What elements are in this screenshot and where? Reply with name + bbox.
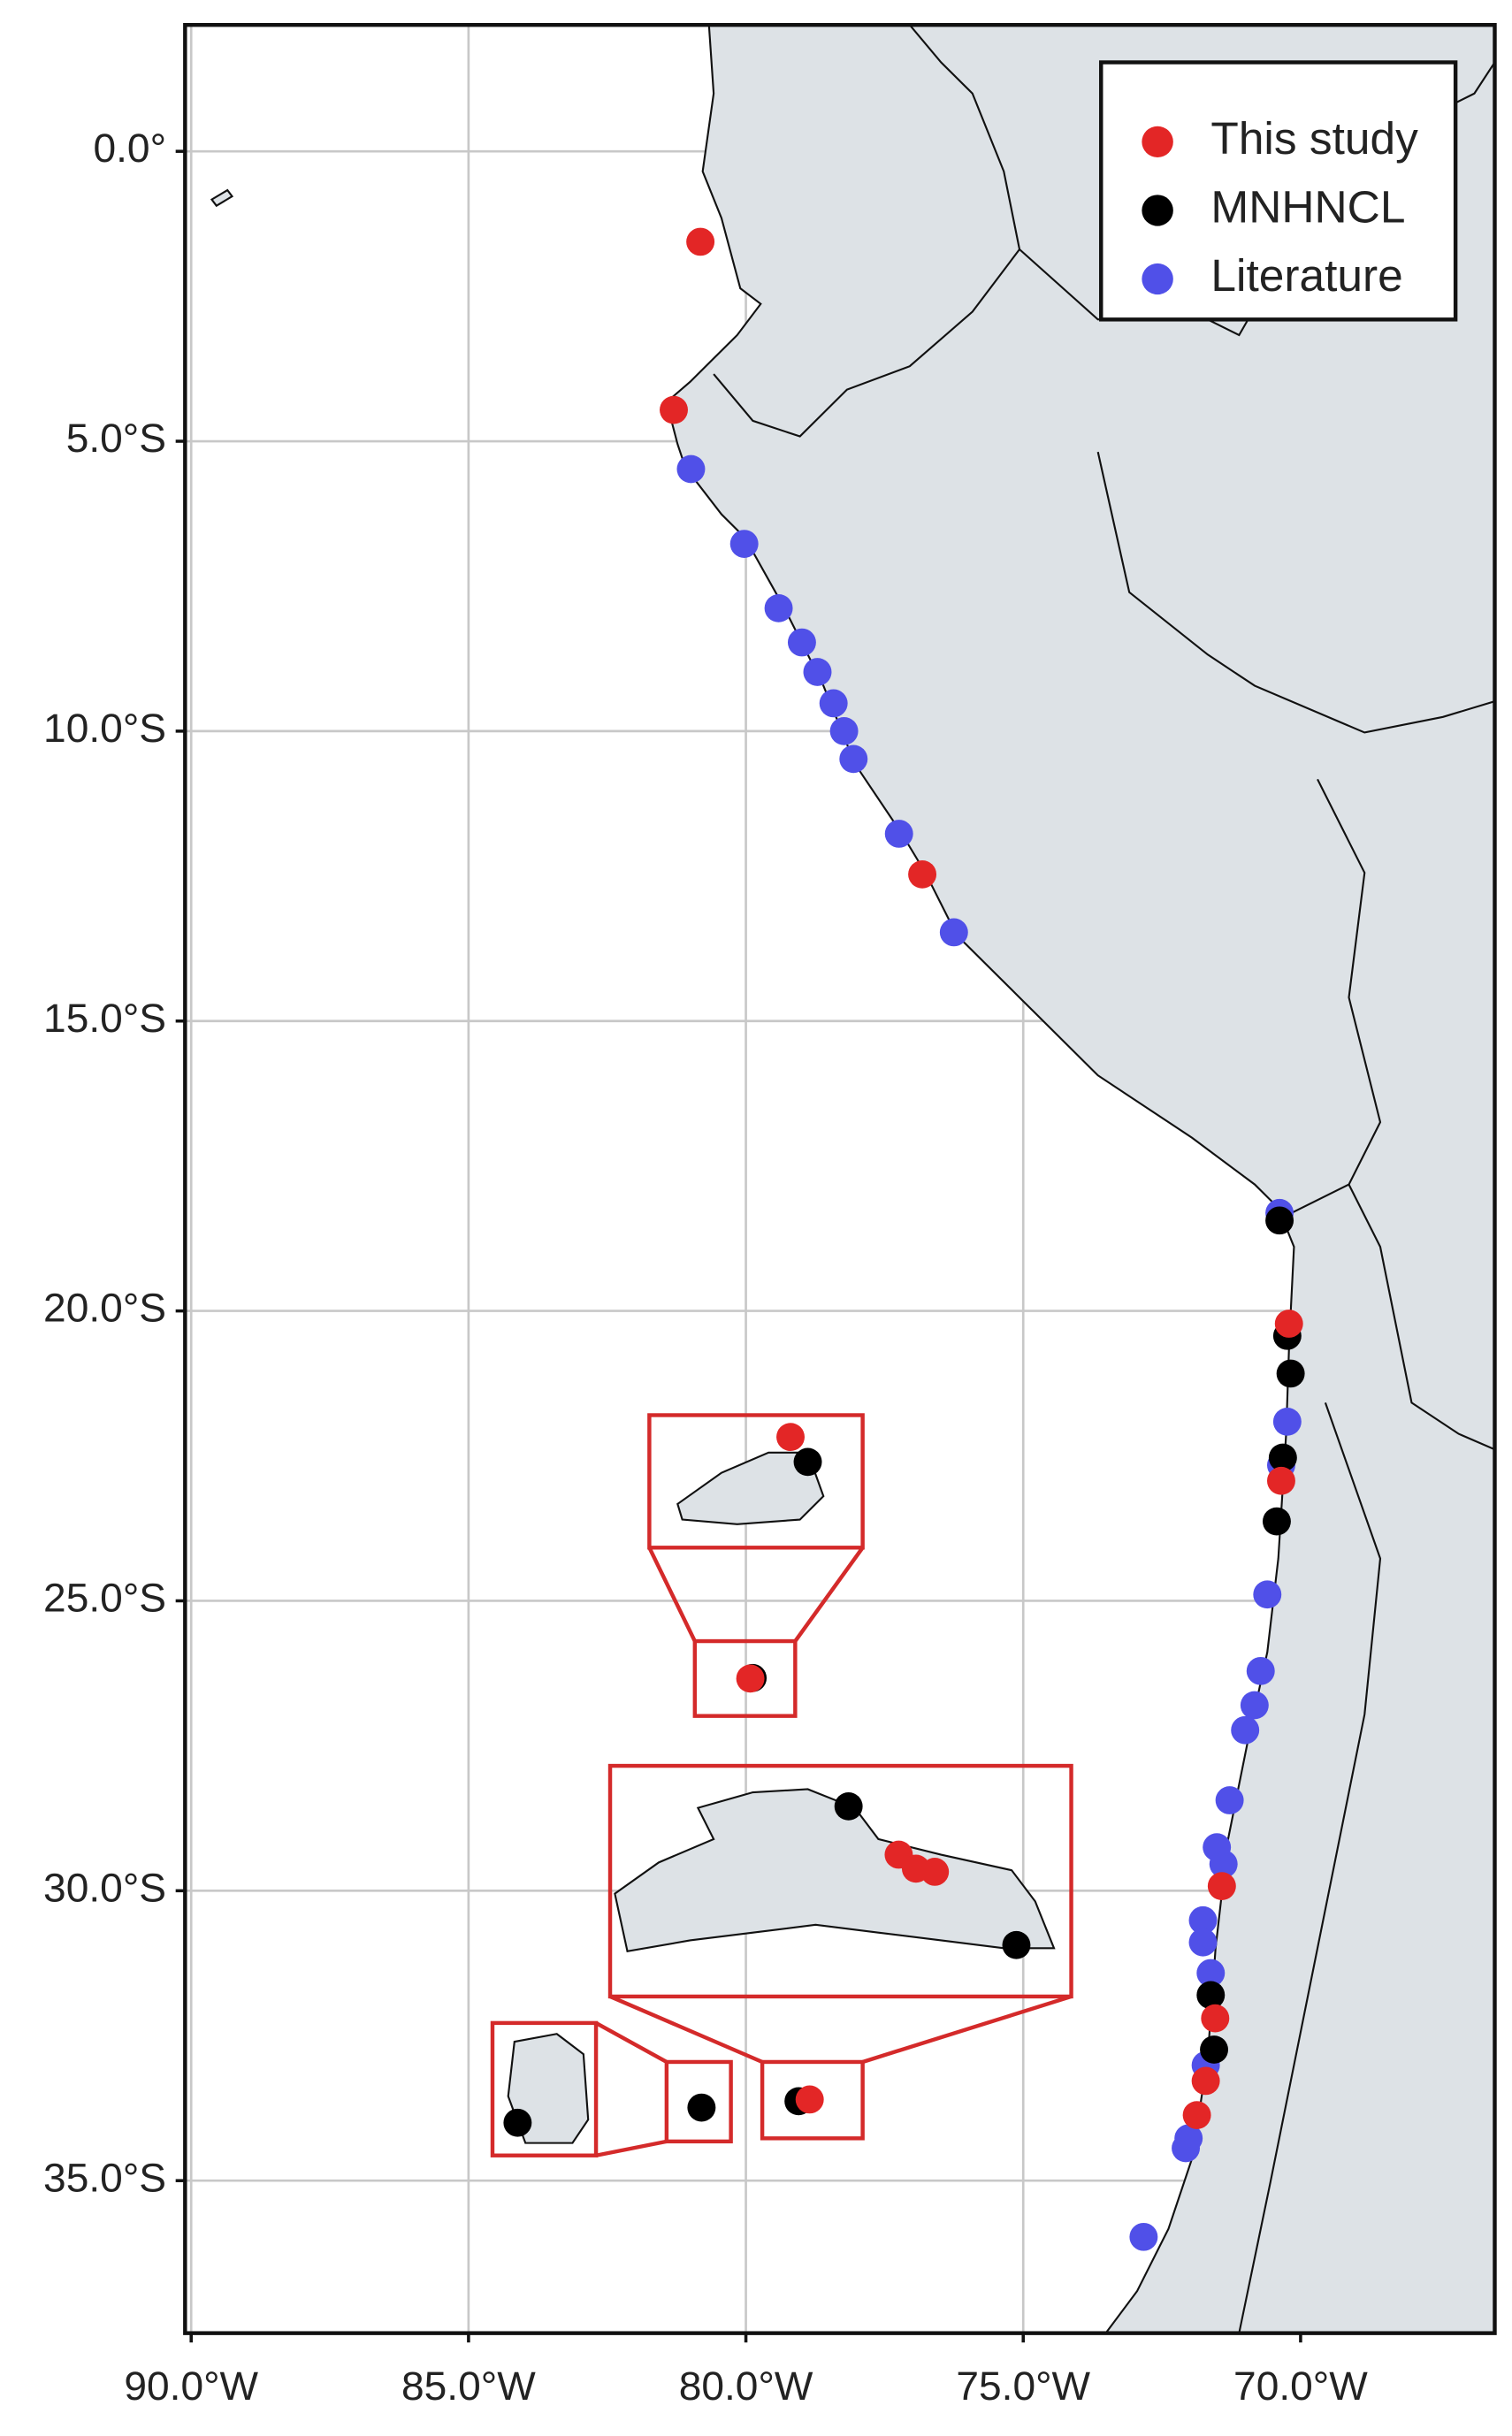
frame [183, 22, 1497, 2335]
point [1188, 1905, 1218, 1935]
x-tick-label: 80.0°W [679, 2363, 813, 2409]
point [764, 594, 793, 622]
point [729, 530, 759, 558]
point [819, 689, 848, 718]
legend: This study MNHNCL Literature [1099, 60, 1458, 322]
point [1191, 2066, 1220, 2096]
inset-point [503, 2108, 532, 2137]
inset-point [776, 1423, 805, 1452]
y-tick-label: 30.0°S [43, 1865, 166, 1911]
point [839, 745, 868, 774]
point [1196, 1959, 1226, 1988]
point [1276, 1359, 1305, 1388]
point [829, 717, 859, 745]
legend-label: MNHNCL [1210, 182, 1405, 233]
point [686, 227, 715, 256]
point [1262, 1507, 1291, 1536]
point [1172, 2134, 1201, 2163]
point [1182, 2101, 1211, 2129]
legend-marker [1142, 126, 1173, 158]
point [1129, 2222, 1158, 2251]
x-tick-label: 75.0°W [956, 2363, 1090, 2409]
y-tick-label: 10.0°S [43, 705, 166, 751]
point [1246, 1656, 1275, 1685]
x-tick-label: 70.0°W [1233, 2363, 1368, 2409]
point [795, 2085, 824, 2114]
point [736, 1664, 765, 1693]
x-tick-label: 85.0°W [401, 2363, 536, 2409]
y-tick-label: 0.0° [93, 125, 166, 171]
point [1266, 1466, 1295, 1495]
y-tick-label: 20.0°S [43, 1285, 166, 1331]
y-tick-label: 5.0°S [66, 415, 166, 461]
y-tick-label: 35.0°S [43, 2154, 166, 2200]
y-tick-label: 25.0°S [43, 1575, 166, 1621]
point [1253, 1580, 1282, 1609]
point [1201, 2004, 1230, 2033]
point [1268, 1443, 1297, 1472]
point [1240, 1691, 1269, 1720]
point [1265, 1206, 1294, 1235]
legend-label: This study [1210, 113, 1418, 164]
point [1272, 1407, 1302, 1436]
point [687, 2093, 716, 2122]
point [787, 628, 816, 657]
point [939, 918, 968, 947]
x-tick-label: 90.0°W [124, 2363, 258, 2409]
inset-point [793, 1447, 822, 1477]
point [1196, 1981, 1226, 2010]
legend-marker [1142, 195, 1173, 226]
inset-points [503, 1423, 1031, 2137]
point [908, 859, 937, 889]
point [884, 820, 913, 848]
inset-point [920, 1858, 950, 1886]
inset-juan-fernandez [607, 1763, 1073, 2141]
inset-point [1002, 1930, 1031, 1959]
inset-point [834, 1792, 863, 1821]
point [1207, 1872, 1236, 1900]
point [660, 395, 688, 424]
point [1274, 1310, 1303, 1338]
point [676, 454, 706, 484]
point [1209, 1850, 1238, 1879]
inset-san-felix [647, 1413, 865, 1718]
legend-label: Literature [1210, 250, 1402, 301]
y-tick-label: 15.0°S [43, 995, 166, 1041]
point [1188, 1928, 1218, 1957]
point [1215, 1786, 1244, 1814]
point [1231, 1715, 1260, 1745]
legend-marker [1142, 263, 1173, 295]
point [803, 658, 832, 686]
point [1200, 2035, 1229, 2064]
